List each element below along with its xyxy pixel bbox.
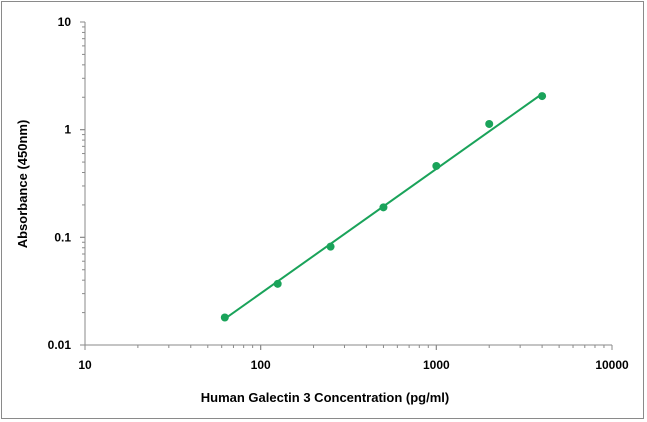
data-point — [538, 92, 547, 101]
data-point — [432, 161, 441, 170]
minor-ticks — [80, 21, 613, 350]
data-point — [326, 242, 335, 251]
x-tick-label: 1000 — [423, 358, 450, 372]
x-tick-label: 100 — [251, 358, 271, 372]
axes — [84, 22, 612, 346]
y-axis-title: Absorbance (450nm) — [15, 120, 30, 249]
tick-labels: 10 100 1000 10000 0.01 0.1 1 10 — [48, 15, 629, 372]
y-tick-label: 10 — [58, 15, 72, 29]
y-tick-label: 0.1 — [54, 230, 71, 244]
data-point — [379, 203, 388, 212]
x-axis-title: Human Galectin 3 Concentration (pg/ml) — [201, 390, 449, 405]
y-tick-label: 0.01 — [48, 338, 72, 352]
data-point — [273, 279, 282, 288]
data-point — [220, 313, 229, 322]
x-tick-label: 10 — [78, 358, 92, 372]
x-tick-label: 10000 — [595, 358, 629, 372]
y-tick-label: 1 — [64, 123, 71, 137]
plot-area — [220, 92, 547, 322]
data-point — [485, 119, 494, 128]
